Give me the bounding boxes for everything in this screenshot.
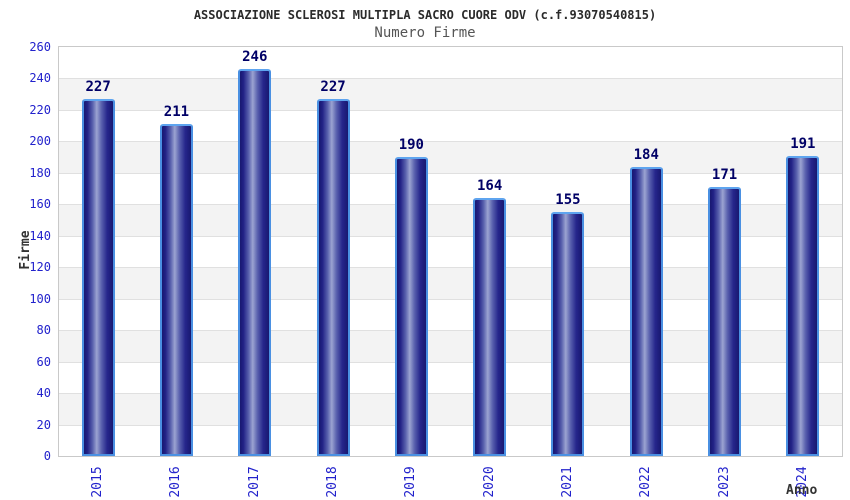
bar-value-label: 190 <box>398 137 424 154</box>
gridline <box>59 424 842 426</box>
y-axis-tick-label: 0 <box>43 449 51 463</box>
bar-value-label: 227 <box>85 78 111 95</box>
gridline <box>59 172 842 174</box>
bar <box>473 198 507 456</box>
bar <box>81 98 115 456</box>
x-axis-title: Anno <box>786 483 818 498</box>
bar-value-label: 246 <box>242 49 268 66</box>
y-axis-tick-label: 40 <box>36 386 51 401</box>
gridline <box>59 78 842 80</box>
chart-title: ASSOCIAZIONE SCLEROSI MULTIPLA SACRO CUO… <box>193 8 657 22</box>
x-axis-tick-label: 2023 <box>716 466 732 498</box>
y-axis-tick-label: 220 <box>29 102 51 117</box>
x-axis-tick-label: 2018 <box>325 466 341 498</box>
bar <box>708 187 742 456</box>
x-axis-tick-label: 2022 <box>638 466 654 498</box>
y-axis-tick-label: 180 <box>29 165 51 180</box>
gridline <box>59 141 842 143</box>
x-axis-tick-label: 2016 <box>168 466 184 498</box>
y-axis-tick-label: 120 <box>29 260 51 275</box>
gridline <box>59 204 842 206</box>
gridline <box>59 109 842 111</box>
gridline <box>59 235 842 237</box>
y-axis-tick-label: 240 <box>29 71 51 86</box>
y-axis-tick-label: 100 <box>29 291 51 306</box>
bar <box>629 166 663 456</box>
y-axis-tick-label: 160 <box>29 197 51 212</box>
gridline <box>59 361 842 363</box>
x-axis-tick-label: 2017 <box>246 466 262 498</box>
x-axis-tick-label: 2021 <box>559 466 575 498</box>
y-axis-tick-label: 140 <box>29 228 51 243</box>
grid-band <box>59 78 842 110</box>
y-axis-title: Firme <box>18 230 33 270</box>
bar <box>786 155 820 456</box>
bar-value-label: 184 <box>633 146 659 163</box>
bar-value-label: 227 <box>320 78 346 95</box>
gridline <box>59 267 842 269</box>
bar <box>316 98 350 456</box>
bar <box>394 157 428 456</box>
bar-value-label: 155 <box>555 192 581 209</box>
x-axis-tick-label: 2019 <box>403 466 419 498</box>
bar <box>551 212 585 456</box>
bar-value-label: 171 <box>711 167 738 183</box>
y-axis-tick-label: 200 <box>29 134 51 149</box>
y-axis-tick-label: 80 <box>36 323 51 338</box>
gridline <box>59 393 842 395</box>
bar-value-label: 164 <box>477 178 503 194</box>
bar-value-label: 191 <box>790 135 816 152</box>
bar-value-label: 211 <box>163 104 190 121</box>
x-axis-tick-label: 2015 <box>90 466 106 498</box>
gridline <box>59 298 842 300</box>
chart-subtitle: Numero Firme <box>374 25 476 41</box>
bar <box>159 124 193 456</box>
gridline <box>59 330 842 332</box>
bar <box>238 69 272 456</box>
y-axis-tick-label: 20 <box>36 417 51 432</box>
x-axis-tick-label: 2020 <box>481 466 497 498</box>
plot-area: 0 20 40 60 80 100 120 140 160 180 200 220 240 260 227 2… <box>29 40 843 498</box>
y-axis-tick-label: 60 <box>36 354 51 369</box>
y-axis-tick-label: 260 <box>29 40 51 54</box>
